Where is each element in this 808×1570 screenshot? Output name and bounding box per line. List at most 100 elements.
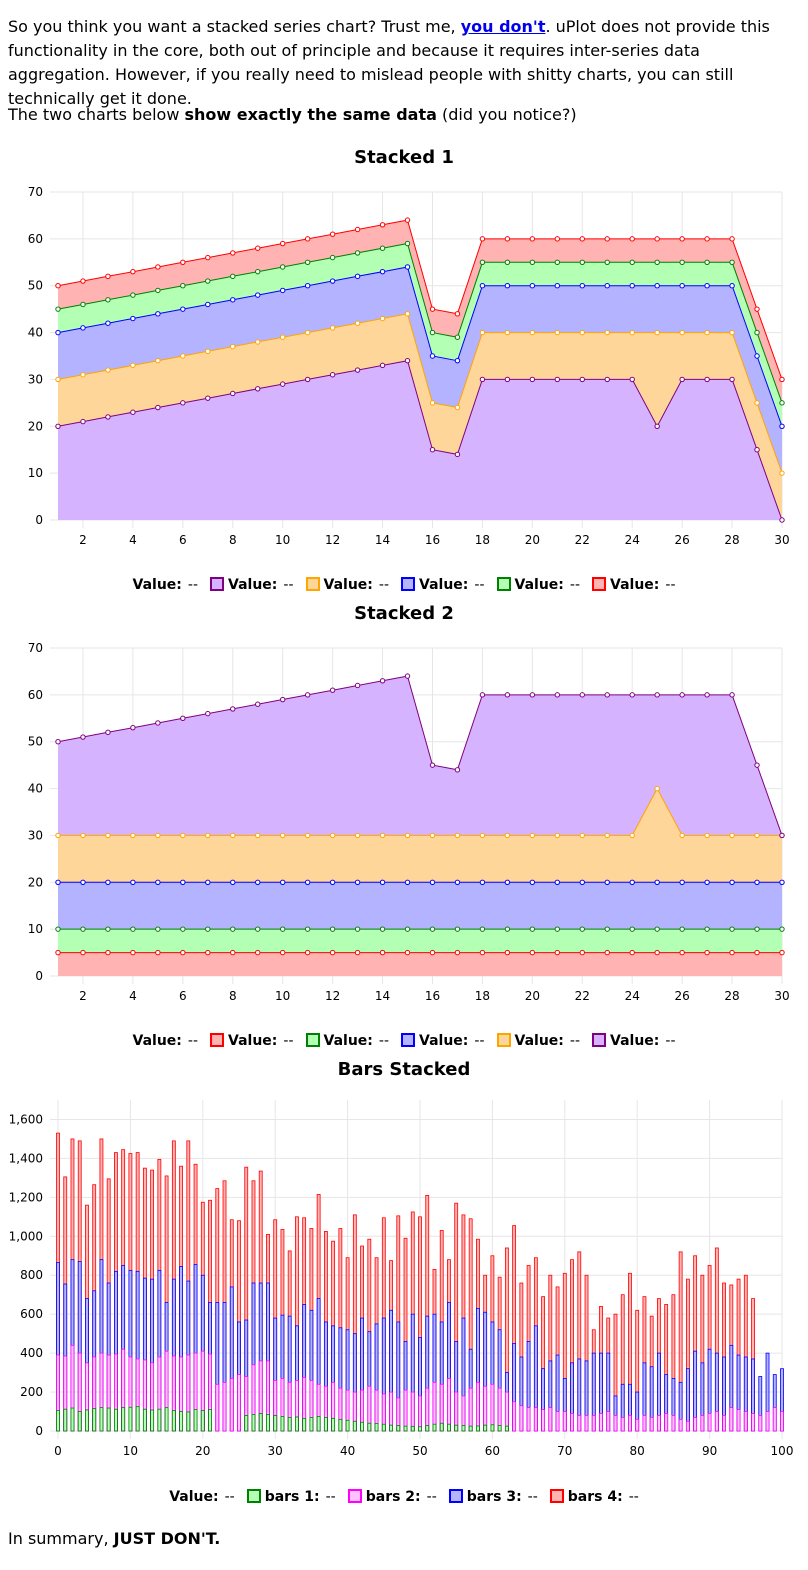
legend-item[interactable]: bars 1: -- bbox=[246, 1487, 336, 1507]
data-point bbox=[180, 259, 186, 265]
legend-swatch bbox=[401, 1033, 415, 1047]
data-point bbox=[679, 236, 685, 242]
data-point bbox=[729, 879, 735, 885]
legend-item[interactable]: Value: -- bbox=[496, 575, 580, 595]
data-point bbox=[155, 832, 161, 839]
legend-item[interactable]: Value: -- bbox=[592, 1031, 676, 1051]
legend-item[interactable]: Value: -- bbox=[592, 575, 676, 595]
bar bbox=[208, 1409, 212, 1432]
bar bbox=[432, 1423, 437, 1432]
legend-item[interactable]: Value: -- bbox=[305, 575, 389, 595]
you-dont-link[interactable]: you don't bbox=[460, 17, 546, 36]
legend-item[interactable]: Value: -- bbox=[210, 1031, 294, 1051]
data-point bbox=[779, 376, 785, 383]
data-point bbox=[454, 926, 461, 932]
data-point bbox=[729, 692, 735, 698]
data-point bbox=[379, 926, 386, 932]
data-point bbox=[404, 926, 411, 932]
legend-label: Value: bbox=[419, 577, 469, 593]
data-point bbox=[679, 259, 685, 265]
legend-value: -- bbox=[628, 1489, 639, 1505]
x-tick-label: 22 bbox=[575, 533, 590, 547]
data-point bbox=[554, 926, 561, 932]
chart-3-plot[interactable]: 0 200 400 600 800 1,000 1,200 1,400 1,600 0 10 20 30… bbox=[0, 1088, 808, 1468]
data-point bbox=[279, 381, 286, 387]
data-point bbox=[180, 353, 186, 359]
data-point bbox=[529, 236, 536, 242]
data-point bbox=[679, 692, 685, 698]
legend-item[interactable]: bars 3: -- bbox=[448, 1487, 538, 1507]
legend-value: -- bbox=[527, 1489, 538, 1505]
data-point bbox=[779, 926, 785, 932]
data-point bbox=[729, 926, 735, 932]
y-tick-label: 40 bbox=[28, 326, 43, 340]
data-point bbox=[255, 339, 261, 345]
data-point bbox=[579, 832, 585, 839]
legend-label: Value: bbox=[610, 1033, 660, 1049]
data-point bbox=[704, 692, 710, 698]
data-point bbox=[279, 926, 286, 932]
bar bbox=[476, 1381, 480, 1432]
data-point bbox=[404, 240, 411, 247]
bar bbox=[121, 1407, 126, 1432]
data-point bbox=[504, 926, 511, 932]
bar bbox=[439, 1422, 444, 1432]
data-point bbox=[704, 329, 710, 336]
data-point bbox=[329, 832, 336, 839]
data-point bbox=[429, 353, 436, 359]
data-point bbox=[230, 832, 236, 839]
data-point bbox=[304, 259, 311, 265]
data-point bbox=[679, 329, 685, 336]
data-point bbox=[529, 376, 536, 383]
data-point bbox=[429, 926, 436, 932]
legend-item[interactable]: Value: -- bbox=[401, 1031, 485, 1051]
data-point bbox=[80, 832, 86, 839]
data-point bbox=[329, 278, 336, 284]
data-point bbox=[155, 926, 161, 932]
legend-item[interactable]: Value: -- bbox=[496, 1031, 580, 1051]
y-tick-label: 0 bbox=[35, 969, 43, 983]
data-point bbox=[429, 329, 436, 336]
data-point bbox=[205, 832, 211, 839]
data-point bbox=[429, 447, 436, 453]
data-point bbox=[205, 254, 211, 261]
bar bbox=[519, 1405, 524, 1432]
legend-item[interactable]: Value: -- bbox=[305, 1031, 389, 1051]
x-tick-label: 26 bbox=[674, 989, 689, 1003]
data-point bbox=[479, 949, 486, 956]
bar bbox=[215, 1383, 220, 1432]
legend-value: -- bbox=[325, 1489, 336, 1505]
data-point bbox=[379, 678, 386, 684]
data-point bbox=[429, 949, 436, 956]
legend-item[interactable]: bars 2: -- bbox=[347, 1487, 437, 1507]
data-point bbox=[754, 329, 760, 336]
bar bbox=[331, 1417, 336, 1432]
data-point bbox=[279, 264, 286, 270]
data-point bbox=[554, 879, 561, 885]
bar bbox=[345, 1419, 350, 1432]
data-point bbox=[205, 301, 211, 308]
bar bbox=[772, 1407, 777, 1432]
legend-label: Value: bbox=[323, 1033, 373, 1049]
legend-item[interactable]: Value: -- bbox=[401, 575, 485, 595]
y-tick-label: 200 bbox=[20, 1385, 43, 1399]
data-point bbox=[404, 673, 411, 679]
data-point bbox=[230, 879, 236, 885]
data-point bbox=[105, 729, 111, 736]
legend-item[interactable]: Value: -- bbox=[210, 575, 294, 595]
bar bbox=[56, 1410, 60, 1432]
data-point bbox=[55, 423, 61, 429]
data-point bbox=[554, 329, 561, 336]
data-point bbox=[180, 879, 186, 885]
legend-item[interactable]: bars 4: -- bbox=[549, 1487, 639, 1507]
x-tick-label: 28 bbox=[724, 533, 739, 547]
data-point bbox=[554, 236, 561, 242]
data-point bbox=[130, 409, 136, 415]
data-point bbox=[629, 236, 635, 242]
legend-label: bars 3: bbox=[466, 1489, 522, 1505]
y-tick-label: 1,600 bbox=[9, 1112, 43, 1126]
legend-value: -- bbox=[569, 577, 580, 593]
data-point bbox=[205, 710, 211, 717]
